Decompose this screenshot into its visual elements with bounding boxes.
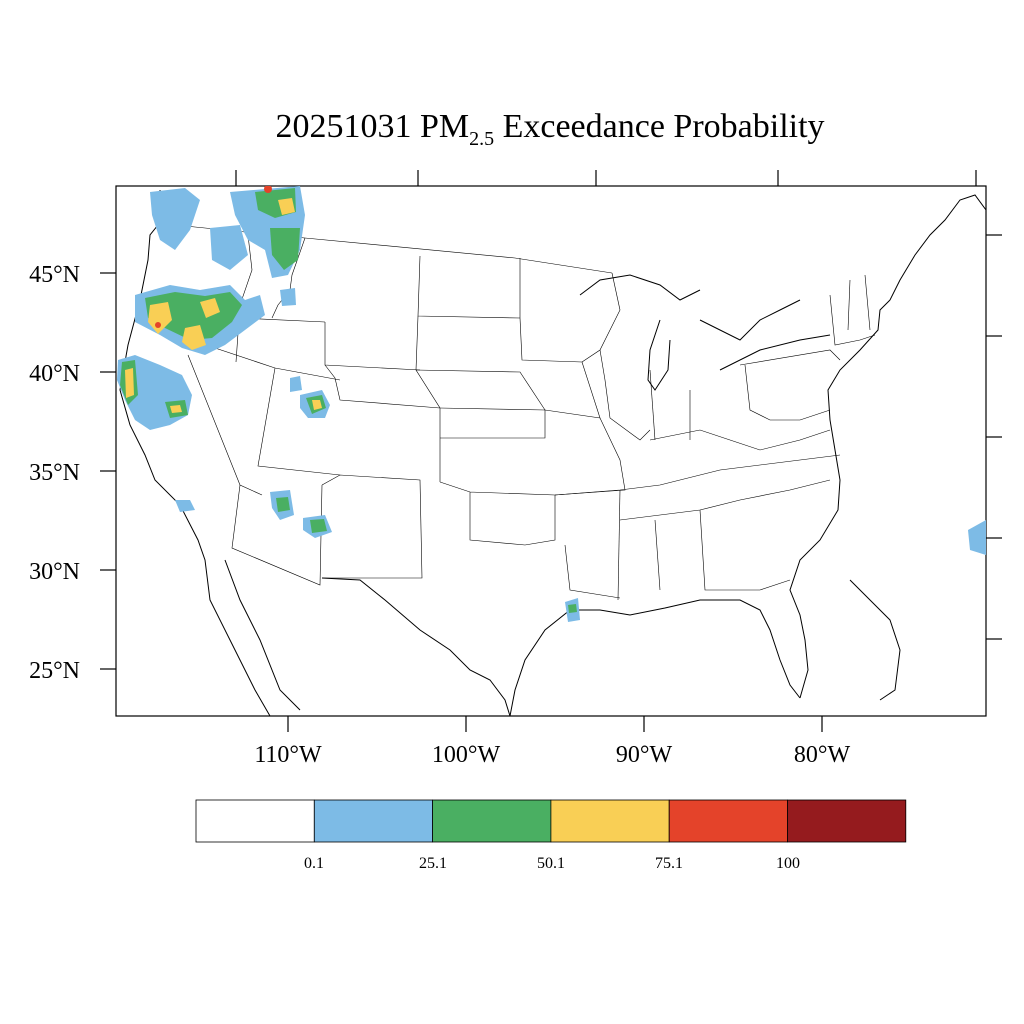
contour-blue xyxy=(175,500,195,512)
contour-yellow xyxy=(170,405,182,413)
contour-red xyxy=(155,322,161,328)
svg-text:45°N: 45°N xyxy=(29,262,80,288)
colorbar-label: 75.1 xyxy=(655,855,683,872)
contour-green xyxy=(145,292,242,340)
latitude-labels: 45°N 40°N 35°N 30°N 25°N xyxy=(29,262,80,684)
colorbar-bin xyxy=(787,799,907,843)
contour-green xyxy=(276,497,290,512)
colorbar-label: 25.1 xyxy=(419,855,447,872)
colorbar: 0.1 25.1 50.1 75.1 100 xyxy=(195,799,907,872)
colorbar-bin xyxy=(668,799,788,843)
svg-text:110°W: 110°W xyxy=(254,742,322,768)
contour-yellow xyxy=(312,400,322,410)
coastlines xyxy=(119,189,986,716)
contour-blue xyxy=(280,288,296,306)
svg-text:25°N: 25°N xyxy=(29,658,80,684)
colorbar-bin xyxy=(313,799,433,843)
contour-yellow xyxy=(148,302,172,334)
probability-contours xyxy=(117,186,986,622)
colorbar-label: 100 xyxy=(776,855,800,872)
contour-red xyxy=(264,186,272,193)
colorbar-bin xyxy=(195,799,315,843)
svg-text:35°N: 35°N xyxy=(29,460,80,486)
colorbar-bin xyxy=(432,799,552,843)
contour-yellow xyxy=(125,368,134,398)
page-title: 20251031 PM2.5 Exceedance Probability xyxy=(275,108,825,150)
contour-blue xyxy=(210,225,248,270)
contour-yellow xyxy=(182,325,206,350)
contour-yellow xyxy=(278,198,295,215)
svg-text:40°N: 40°N xyxy=(29,361,80,387)
svg-text:80°W: 80°W xyxy=(794,742,851,768)
contour-yellow xyxy=(200,298,220,318)
map-frame xyxy=(115,185,987,717)
contour-green xyxy=(270,228,300,270)
contour-green xyxy=(310,519,327,533)
contour-green xyxy=(568,604,577,613)
svg-text:100°W: 100°W xyxy=(432,742,501,768)
contour-blue xyxy=(290,376,302,392)
contour-blue xyxy=(150,188,200,250)
contour-blue xyxy=(968,520,986,555)
svg-text:30°N: 30°N xyxy=(29,559,80,585)
longitude-labels: 110°W 100°W 90°W 80°W xyxy=(254,742,850,768)
colorbar-label: 50.1 xyxy=(537,855,565,872)
axis-ticks xyxy=(100,170,1002,732)
colorbar-label: 0.1 xyxy=(304,855,324,872)
svg-text:90°W: 90°W xyxy=(616,742,673,768)
colorbar-bin xyxy=(550,799,670,843)
